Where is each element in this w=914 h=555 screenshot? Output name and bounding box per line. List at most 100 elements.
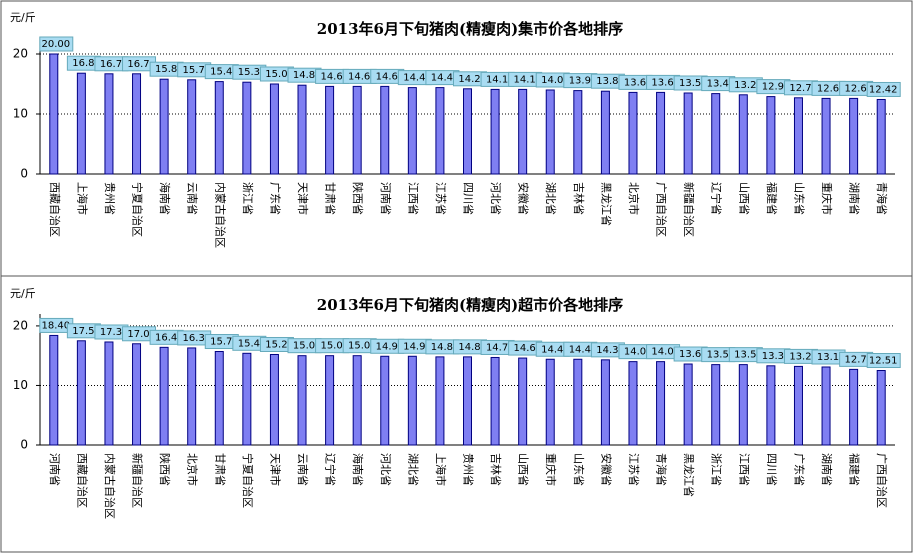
value-label: 15.0 [265,69,287,80]
bar [407,87,417,175]
x-tick-label: 云南省 [186,182,199,215]
value-label: 14.0 [651,347,673,358]
x-tick-label: 重庆市 [820,182,834,215]
bar [656,361,666,446]
x-tick-label: 辽宁省 [324,453,338,486]
y-tick-label: 20 [13,47,28,61]
value-label: 12.42 [869,84,898,95]
x-tick-label: 江苏省 [434,182,447,215]
value-label: 16.3 [183,333,205,344]
value-label: 14.4 [569,344,591,355]
bar [159,346,169,446]
bar [600,90,610,175]
x-tick-label: 河南省 [379,182,392,215]
value-label: 14.4 [541,344,563,355]
bar [683,363,693,446]
x-tick-label: 贵州省 [103,182,116,215]
value-label: 14.1 [486,74,508,85]
bar [793,97,803,175]
value-label: 14.2 [458,74,480,85]
x-tick-label: 山西省 [737,182,750,215]
value-label: 18.40 [41,320,70,331]
x-tick-label: 湖南省 [820,453,833,486]
bar [793,365,803,446]
x-tick-label: 广西自治区 [875,453,889,508]
bar [849,368,859,446]
x-tick-label: 广东省 [268,182,281,215]
x-tick-label: 山东省 [792,182,805,215]
x-tick-label: 陕西省 [158,453,172,486]
bar [766,96,776,175]
value-label: 13.5 [707,350,729,361]
x-tick-label: 湖北省 [544,182,557,215]
bar [490,356,500,446]
bar [876,98,886,175]
bar [297,355,307,446]
x-tick-label: 贵州省 [462,453,475,486]
bar [545,358,555,446]
value-label: 12.6 [817,83,839,94]
x-tick-label: 青海省 [655,453,669,486]
bar [463,356,472,446]
bar [49,53,59,175]
x-tick-label: 吉林省 [572,182,586,215]
bar [269,353,279,446]
bar [407,355,417,446]
bar [242,352,252,446]
value-label: 14.4 [431,73,453,84]
value-label: 13.9 [569,76,591,87]
bar [518,88,528,175]
x-tick-label: 四川省 [765,453,778,486]
y-tick-label: 0 [20,438,28,452]
x-tick-label: 黑龙江省 [682,453,695,497]
bar [518,357,528,446]
value-label: 13.5 [734,350,756,361]
value-label: 15.4 [238,338,260,349]
x-tick-label: 上海市 [434,453,448,486]
x-tick-label: 新疆自治区 [131,453,145,508]
bar [683,92,693,175]
x-tick-label: 青海省 [875,182,889,215]
value-label: 14.0 [624,347,646,358]
value-label: 15.7 [183,65,205,76]
x-tick-label: 新疆自治区 [682,182,696,237]
value-label: 14.6 [376,71,398,82]
y-tick-label: 10 [13,378,28,392]
x-tick-label: 辽宁省 [710,182,724,215]
x-tick-label: 甘肃省 [213,453,226,486]
value-label: 14.7 [486,342,508,353]
value-label: 14.4 [403,73,425,84]
x-tick-label: 安徽省 [599,453,613,486]
y-tick-label: 10 [13,107,28,121]
x-tick-label: 宁夏自治区 [131,182,145,237]
value-label: 13.4 [707,79,729,90]
x-tick-label: 广西自治区 [655,182,669,237]
bar [573,358,583,446]
chart-title: 2013年6月下旬猪肉(精瘦肉)超市价各地排序 [317,296,623,314]
value-label: 15.7 [210,337,232,348]
bar [214,81,224,175]
value-label: 12.9 [762,82,784,93]
bar [766,365,776,446]
x-tick-label: 天津市 [268,453,282,486]
y-tick-label: 20 [13,318,28,332]
bar [352,85,362,175]
value-label-box [866,353,901,369]
bar [325,355,335,446]
x-tick-label: 北京市 [627,182,641,215]
bar [463,88,472,175]
bar [821,97,831,175]
y-axis-label: 元/斤 [10,11,36,24]
bar [352,355,362,446]
x-tick-label: 安徽省 [517,182,531,215]
bar [104,73,114,175]
x-tick-label: 内蒙古自治区 [213,182,227,248]
value-label: 13.2 [789,351,811,362]
bar [187,79,197,175]
bar [490,88,500,175]
value-label-box [866,81,901,97]
value-label: 17.0 [127,329,149,340]
bar [242,81,252,175]
bar [849,97,859,175]
bar [738,364,748,446]
